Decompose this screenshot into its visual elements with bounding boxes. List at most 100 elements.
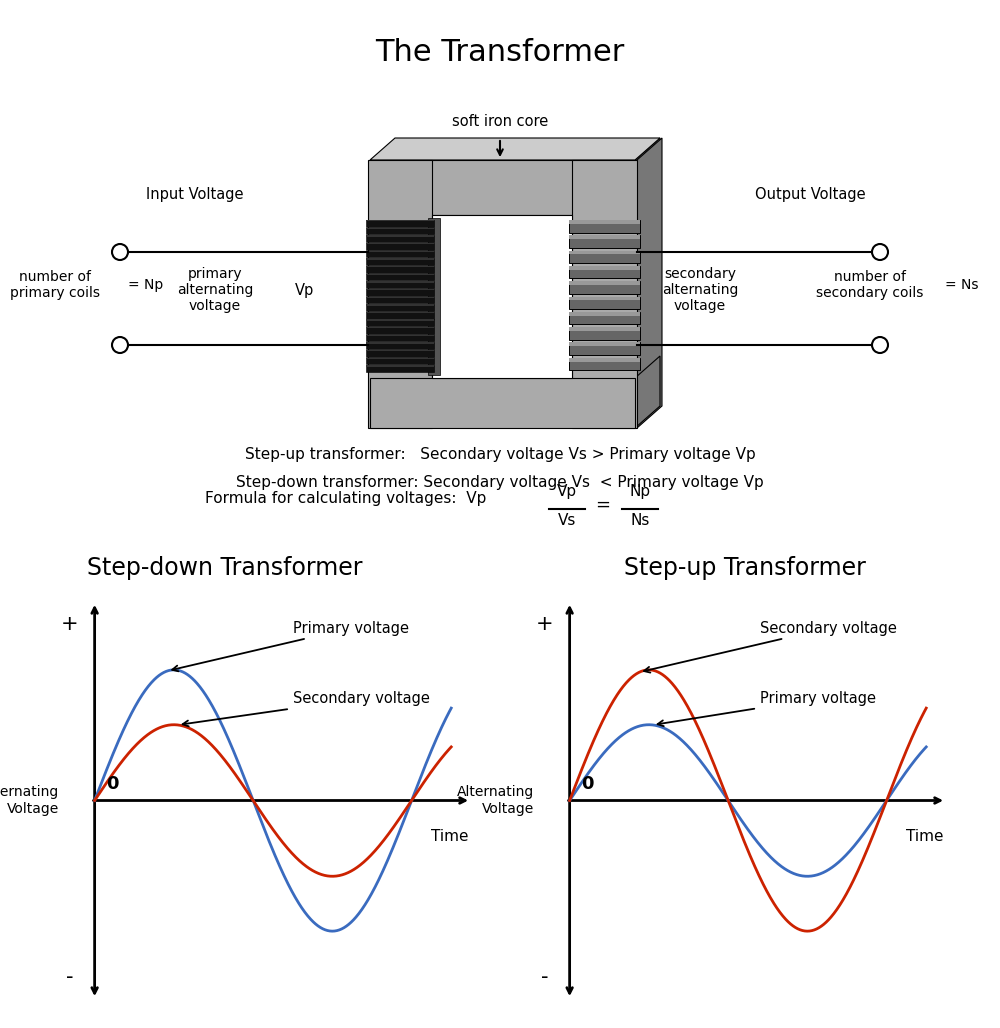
Text: primary
alternating
voltage: primary alternating voltage [177, 267, 253, 314]
Polygon shape [366, 266, 434, 272]
Polygon shape [635, 356, 660, 428]
Polygon shape [366, 365, 434, 367]
Polygon shape [366, 227, 434, 234]
Polygon shape [569, 358, 640, 362]
Text: Step-down transformer: Secondary voltage Vs  < Primary voltage Vp: Step-down transformer: Secondary voltage… [236, 475, 764, 489]
Polygon shape [366, 220, 434, 227]
Polygon shape [569, 358, 640, 370]
Text: +: + [535, 614, 553, 634]
Polygon shape [569, 342, 640, 346]
Polygon shape [366, 258, 434, 265]
Polygon shape [366, 365, 434, 372]
Polygon shape [366, 311, 434, 319]
Polygon shape [635, 138, 660, 215]
Text: Secondary voltage: Secondary voltage [644, 621, 897, 672]
Polygon shape [569, 220, 640, 232]
Polygon shape [370, 378, 635, 428]
Text: Primary voltage: Primary voltage [658, 691, 876, 726]
Text: Vp: Vp [557, 484, 577, 499]
Polygon shape [366, 296, 434, 298]
Polygon shape [569, 220, 640, 224]
Text: Alternating
Voltage: Alternating Voltage [457, 785, 534, 815]
Polygon shape [366, 227, 434, 229]
Polygon shape [569, 342, 640, 355]
Text: Primary voltage: Primary voltage [172, 621, 409, 671]
Text: The Transformer: The Transformer [375, 38, 625, 67]
Polygon shape [569, 251, 640, 254]
Polygon shape [366, 273, 434, 274]
Polygon shape [370, 160, 635, 215]
Text: Alternating
Voltage: Alternating Voltage [0, 785, 59, 815]
Text: number of
primary coils: number of primary coils [10, 270, 100, 300]
Text: Step-up transformer:   Secondary voltage Vs > Primary voltage Vp: Step-up transformer: Secondary voltage V… [245, 446, 755, 462]
Polygon shape [366, 327, 434, 334]
Polygon shape [366, 358, 434, 365]
Polygon shape [366, 327, 434, 329]
Polygon shape [366, 220, 434, 221]
Polygon shape [366, 289, 434, 296]
Text: = Np: = Np [128, 278, 163, 292]
Polygon shape [366, 235, 434, 236]
Polygon shape [428, 218, 440, 375]
Polygon shape [366, 282, 434, 283]
Text: Ns: Ns [630, 513, 650, 528]
Text: Secondary voltage: Secondary voltage [183, 691, 430, 727]
Polygon shape [366, 243, 434, 245]
Polygon shape [366, 243, 434, 250]
Text: secondary
alternating
voltage: secondary alternating voltage [662, 267, 738, 314]
Polygon shape [366, 296, 434, 303]
Text: =: = [596, 495, 610, 514]
Polygon shape [366, 282, 434, 288]
Text: = Ns: = Ns [945, 278, 978, 292]
Polygon shape [569, 296, 640, 300]
Polygon shape [569, 311, 640, 325]
Polygon shape [366, 335, 434, 341]
Text: Vs: Vs [558, 513, 576, 528]
Polygon shape [569, 251, 640, 263]
Text: Vp: Vp [295, 283, 315, 297]
Polygon shape [637, 138, 662, 428]
Text: +: + [60, 614, 78, 634]
Text: -: - [541, 967, 548, 987]
Polygon shape [572, 160, 637, 428]
Text: Formula for calculating voltages:  Vp: Formula for calculating voltages: Vp [205, 491, 486, 507]
Polygon shape [366, 351, 434, 357]
Text: soft iron core: soft iron core [452, 114, 548, 130]
Polygon shape [366, 320, 434, 326]
Polygon shape [366, 335, 434, 336]
Polygon shape [569, 235, 640, 248]
Text: Step-down Transformer: Step-down Transformer [87, 556, 363, 580]
Polygon shape [569, 311, 640, 316]
Text: Time: Time [431, 830, 469, 844]
Polygon shape [366, 235, 434, 242]
Polygon shape [366, 351, 434, 352]
Polygon shape [368, 160, 432, 428]
Polygon shape [569, 266, 640, 279]
Polygon shape [569, 266, 640, 269]
Polygon shape [366, 311, 434, 314]
Text: 0: 0 [581, 774, 593, 793]
Text: Vs: Vs [606, 283, 624, 297]
Text: Np: Np [629, 484, 651, 499]
Polygon shape [366, 320, 434, 321]
Polygon shape [432, 193, 597, 215]
Text: -: - [66, 967, 73, 987]
Polygon shape [569, 235, 640, 240]
Circle shape [112, 244, 128, 260]
Circle shape [872, 337, 888, 353]
Polygon shape [432, 215, 572, 378]
Text: number of
secondary coils: number of secondary coils [816, 270, 924, 300]
Polygon shape [569, 282, 640, 294]
Text: Time: Time [906, 830, 944, 844]
Polygon shape [366, 258, 434, 260]
Polygon shape [366, 251, 434, 252]
Polygon shape [366, 251, 434, 257]
Polygon shape [366, 342, 434, 343]
Polygon shape [572, 193, 597, 378]
Polygon shape [370, 138, 660, 160]
Polygon shape [366, 266, 434, 267]
Text: Input Voltage: Input Voltage [146, 187, 244, 203]
Polygon shape [366, 358, 434, 359]
Polygon shape [366, 273, 434, 281]
Text: 0: 0 [106, 774, 118, 793]
